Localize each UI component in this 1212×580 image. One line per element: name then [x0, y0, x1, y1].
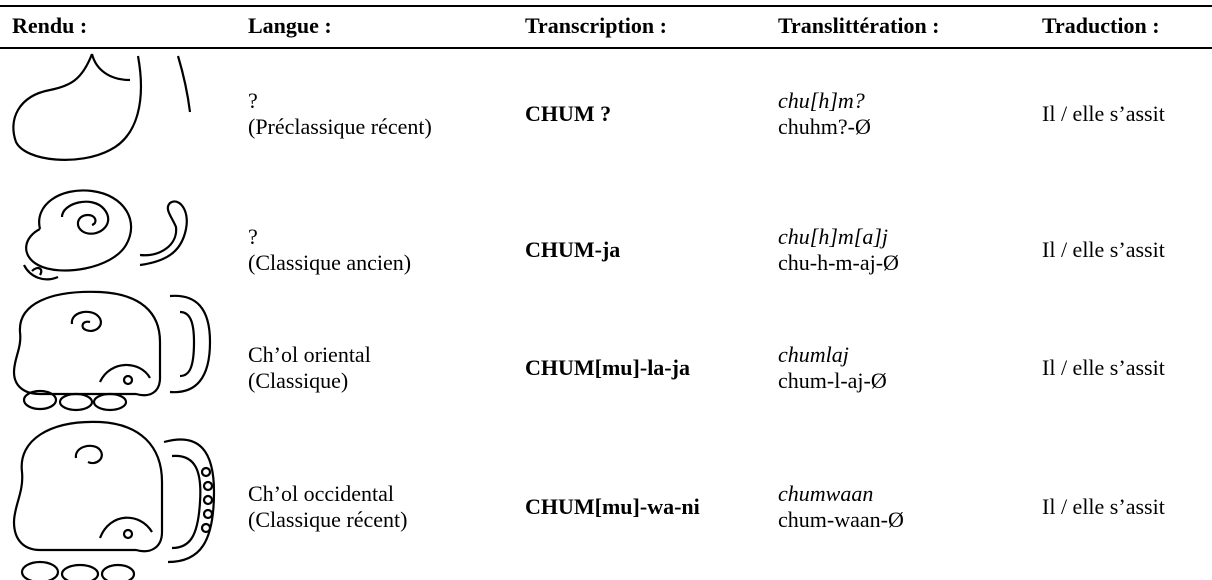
header: Translittération :	[778, 13, 940, 38]
header-rule	[0, 47, 1212, 49]
table-row: Ch’ol oriental (Classique) CHUM[mu]-la-ja c…	[0, 333, 1212, 403]
transliteration-line: chu[h]m[a]j	[778, 224, 889, 249]
language-cell: ? (Préclassique récent)	[248, 79, 432, 149]
translation: Il / elle s’assit	[1042, 101, 1165, 126]
header: Transcription :	[525, 13, 667, 38]
transliteration-cell: chu[h]m? chuhm?-Ø	[778, 79, 871, 149]
language-line: ?	[248, 224, 258, 249]
transliteration-line: chum-waan-Ø	[778, 507, 904, 532]
language-cell: ? (Classique ancien)	[248, 215, 411, 285]
translation-cell: Il / elle s’assit	[1042, 472, 1165, 542]
header: Rendu :	[12, 13, 88, 38]
glyph	[12, 290, 212, 412]
table-row: ? (Classique ancien) CHUM-ja chu[h]m[a]j chu…	[0, 215, 1212, 285]
translation: Il / elle s’assit	[1042, 355, 1165, 380]
transliteration-cell: chumlaj chum-l-aj-Ø	[778, 333, 887, 403]
top-rule	[0, 5, 1212, 7]
transliteration-line: chu-h-m-aj-Ø	[778, 250, 899, 275]
language-line: (Classique)	[248, 368, 349, 393]
transcription: CHUM[mu]-wa-ni	[525, 494, 700, 519]
transliteration-line: chu[h]m?	[778, 88, 865, 113]
language-cell: Ch’ol occidental (Classique récent)	[248, 472, 407, 542]
transliteration-cell: chu[h]m[a]j chu-h-m-aj-Ø	[778, 215, 899, 285]
transliteration-line: chum-l-aj-Ø	[778, 368, 887, 393]
language-cell: Ch’ol oriental (Classique)	[248, 333, 371, 403]
transliteration-line: chumlaj	[778, 342, 849, 367]
glyph	[12, 420, 216, 580]
glyph	[23, 189, 188, 281]
transcription-cell: CHUM[mu]-la-ja	[525, 333, 690, 403]
translation-cell: Il / elle s’assit	[1042, 215, 1165, 285]
transcription-cell: CHUM-ja	[525, 215, 620, 285]
language-line: (Préclassique récent)	[248, 114, 432, 139]
language-line: (Classique ancien)	[248, 250, 412, 275]
language-line: Ch’ol occidental	[248, 481, 395, 506]
transliteration-line: chuhm?-Ø	[778, 114, 871, 139]
transliteration-cell: chumwaan chum-waan-Ø	[778, 472, 904, 542]
transcription: CHUM-ja	[525, 237, 621, 262]
table-row: Ch’ol occidental (Classique récent) CHUM[m…	[0, 472, 1212, 542]
table-row: ? (Préclassique récent) CHUM ? chu[h]m? chuh…	[0, 79, 1212, 149]
language-line: (Classique récent)	[248, 507, 408, 532]
language-line: ?	[248, 88, 258, 113]
translation-cell: Il / elle s’assit	[1042, 333, 1165, 403]
translation: Il / elle s’assit	[1042, 237, 1165, 262]
translation: Il / elle s’assit	[1042, 494, 1165, 519]
language-line: Ch’ol oriental	[248, 342, 371, 367]
transcription: CHUM ?	[525, 101, 612, 126]
transcription-cell: CHUM[mu]-wa-ni	[525, 472, 700, 542]
transliteration-line: chumwaan	[778, 481, 874, 506]
transcription: CHUM[mu]-la-ja	[525, 355, 690, 380]
glyph	[12, 53, 192, 161]
header: Traduction :	[1042, 13, 1160, 38]
transcription-cell: CHUM ?	[525, 79, 611, 149]
translation-cell: Il / elle s’assit	[1042, 79, 1165, 149]
header: Langue :	[248, 13, 332, 38]
